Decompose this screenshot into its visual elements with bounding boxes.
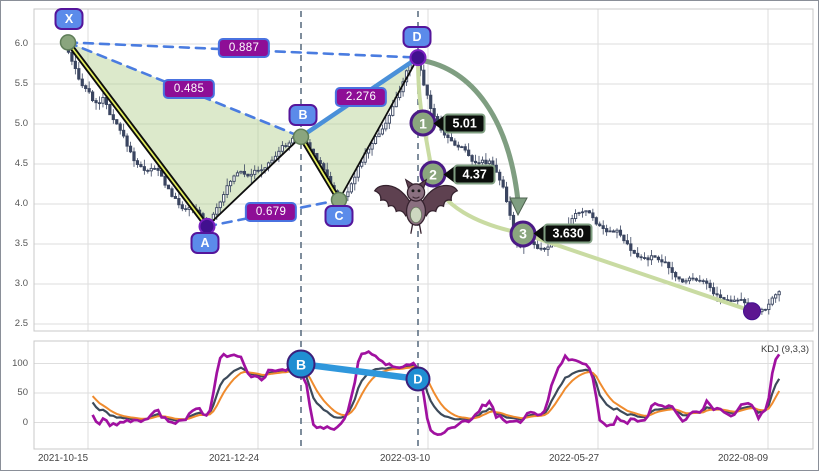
bat-head xyxy=(406,183,426,202)
bat-image[interactable] xyxy=(373,177,459,239)
bat-left-wing xyxy=(373,184,415,219)
kdj-point-b[interactable]: B xyxy=(286,349,316,379)
main-y-tick-label: 3.0 xyxy=(14,278,28,289)
target-3[interactable]: 3 3.630 xyxy=(509,220,593,248)
x-tick-label: 2022-08-09 xyxy=(717,453,769,464)
main-y-tick-label: 4.0 xyxy=(14,198,28,209)
pattern-label-a[interactable]: A xyxy=(190,232,220,254)
arrow-left-icon xyxy=(443,165,456,184)
main-y-tick-label: 3.5 xyxy=(14,238,28,249)
bat-eye xyxy=(417,189,421,193)
target-1-price-tag: 5.01 xyxy=(433,113,486,134)
pattern-label-b[interactable]: B xyxy=(288,104,318,126)
target-2-price-tag: 4.37 xyxy=(443,164,496,185)
pattern-label-c[interactable]: C xyxy=(324,205,354,227)
kdj-point-d[interactable]: D xyxy=(405,366,431,392)
bat-eye xyxy=(411,189,415,193)
bat-mouth xyxy=(412,196,420,199)
main-y-tick-label: 5.5 xyxy=(14,78,28,89)
main-y-tick-label: 5.0 xyxy=(14,118,28,129)
arrow-left-icon xyxy=(533,224,546,243)
target-3-price: 3.630 xyxy=(543,223,593,244)
main-y-tick-label: 2.5 xyxy=(14,318,28,329)
kdj-y-tick-label: 100 xyxy=(12,357,28,369)
main-y-tick-label: 6.0 xyxy=(14,38,28,49)
target-3-price-tag: 3.630 xyxy=(533,223,593,244)
x-tick-label: 2022-05-27 xyxy=(548,453,600,464)
x-tick-label: 2021-12-24 xyxy=(208,453,260,464)
ratio-label-bd[interactable]: 2.276 xyxy=(334,87,388,107)
x-tick-label: 2021-10-15 xyxy=(37,453,89,464)
main-y-tick-label: 4.5 xyxy=(14,158,28,169)
ratio-label-ac[interactable]: 0.679 xyxy=(244,202,298,222)
target-1[interactable]: 1 5.01 xyxy=(409,109,486,137)
target-2-price: 4.37 xyxy=(453,164,496,185)
bat-belly xyxy=(409,206,423,224)
bat-feet xyxy=(410,224,422,234)
pattern-label-d[interactable]: D xyxy=(402,26,432,48)
target-3-circle[interactable]: 3 xyxy=(509,220,537,248)
kdj-legend: KDJ (9,3,3) xyxy=(760,344,809,355)
pattern-label-x[interactable]: X xyxy=(54,8,84,30)
bat-right-wing xyxy=(417,184,459,219)
kdj-y-tick-label: 0 xyxy=(22,416,28,428)
ratio-label-xb[interactable]: 0.485 xyxy=(162,79,216,99)
arrow-left-icon xyxy=(433,114,446,133)
x-tick-label: 2022-03-10 xyxy=(379,453,431,464)
kdj-y-tick-label: 50 xyxy=(17,387,28,398)
target-1-price: 5.01 xyxy=(443,113,486,134)
target-1-circle[interactable]: 1 xyxy=(409,109,437,137)
ratio-label-xd[interactable]: 0.887 xyxy=(217,38,271,58)
